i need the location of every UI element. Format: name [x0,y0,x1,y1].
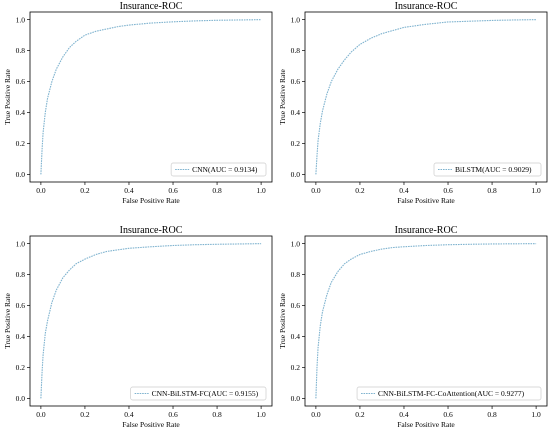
legend-entry: BiLSTM(AUC = 0.9029) [455,165,532,174]
roc-panel-2: Insurance-ROC 0.0 0.2 0.4 0.6 0.8 1.0 0.0 0.2 0.4… [278,1,548,205]
y-tick-label: 0.6 [16,77,26,86]
x-tick-label: 1.0 [256,186,266,195]
x-tick-label: 0.2 [355,410,365,419]
legend-entry: CNN-BiLSTM-FC(AUC = 0.9155) [152,389,259,398]
y-axis-label: True Positive Rate [278,293,287,349]
chart-title: Insurance-ROC [120,225,183,236]
roc-panel-4: Insurance-ROC 0.0 0.2 0.4 0.6 0.8 1.0 0.0 0.2 0.4… [278,225,548,429]
x-tick-label: 1.0 [531,410,541,419]
legend-entry: CNN(AUC = 0.9134) [192,165,258,174]
y-axis-label: True Positive Rate [3,69,12,125]
y-tick-label: 0.8 [291,270,301,279]
roc-curve [315,243,537,399]
y-tick-label: 0.4 [291,108,301,117]
x-tick-label: 0.0 [311,186,321,195]
plot-area-frame [29,235,273,407]
x-tick-label: 0.2 [80,410,90,419]
y-tick-label: 0.8 [16,270,26,279]
y-tick-label: 0.4 [16,108,26,117]
y-tick-label: 0.8 [16,46,26,55]
x-tick-label: 0.8 [487,410,497,419]
roc-panel-1: Insurance-ROC 0.0 0.2 0.4 0.6 0.8 1.0 0.0 0.2 0.4… [3,1,273,205]
x-tick-label: 0.8 [212,186,222,195]
x-tick-label: 0.0 [36,186,46,195]
x-tick-label: 1.0 [531,186,541,195]
legend-box [433,162,542,177]
roc-panel-3: Insurance-ROC 0.0 0.2 0.4 0.6 0.8 1.0 0.0 0.2 0.4… [3,225,273,429]
plot-area-frame [304,11,548,183]
y-tick-label: 0.2 [291,363,301,372]
x-tick-label: 0.6 [443,186,453,195]
x-tick-label: 0.2 [80,186,90,195]
chart-title: Insurance-ROC [395,1,458,12]
x-tick-label: 0.8 [487,186,497,195]
roc-curve [40,19,262,175]
y-tick-label: 0.0 [291,394,301,403]
y-tick-label: 1.0 [291,15,301,24]
x-axis-label: False Positive Rate [397,420,455,429]
y-tick-label: 0.4 [16,332,26,341]
x-tick-label: 0.4 [399,410,409,419]
chart-title: Insurance-ROC [120,1,183,12]
x-axis-label: False Positive Rate [122,196,180,205]
y-tick-label: 0.0 [16,170,26,179]
x-tick-label: 1.0 [256,410,266,419]
y-tick-label: 1.0 [291,239,301,248]
x-tick-label: 0.4 [399,186,409,195]
y-axis-label: True Positive Rate [278,69,287,125]
roc-curve [40,243,262,399]
legend-box [356,386,542,401]
y-tick-label: 0.2 [16,363,26,372]
x-tick-label: 0.8 [212,410,222,419]
x-tick-label: 0.6 [168,186,178,195]
y-tick-label: 0.8 [291,46,301,55]
legend-box [130,386,267,401]
x-tick-label: 0.4 [124,410,134,419]
y-tick-label: 0.4 [291,332,301,341]
x-tick-label: 0.6 [168,410,178,419]
x-tick-label: 0.0 [311,410,321,419]
x-axis-label: False Positive Rate [397,196,455,205]
x-tick-label: 0.2 [355,186,365,195]
x-tick-label: 0.6 [443,410,453,419]
y-tick-label: 1.0 [16,15,26,24]
y-tick-label: 1.0 [16,239,26,248]
y-tick-label: 0.2 [291,139,301,148]
y-tick-label: 0.6 [291,77,301,86]
y-tick-label: 0.2 [16,139,26,148]
x-tick-label: 0.4 [124,186,134,195]
plot-area-frame [29,11,273,183]
y-tick-label: 0.6 [16,301,26,310]
plot-area-frame [304,235,548,407]
legend-box [170,162,267,177]
x-axis-label: False Positive Rate [122,420,180,429]
y-axis-label: True Positive Rate [3,293,12,349]
roc-curve [315,19,537,175]
legend-entry: CNN-BiLSTM-FC-CoAttention(AUC = 0.9277) [378,389,525,398]
y-tick-label: 0.0 [291,170,301,179]
x-tick-label: 0.0 [36,410,46,419]
chart-title: Insurance-ROC [395,225,458,236]
y-tick-label: 0.0 [16,394,26,403]
y-tick-label: 0.6 [291,301,301,310]
